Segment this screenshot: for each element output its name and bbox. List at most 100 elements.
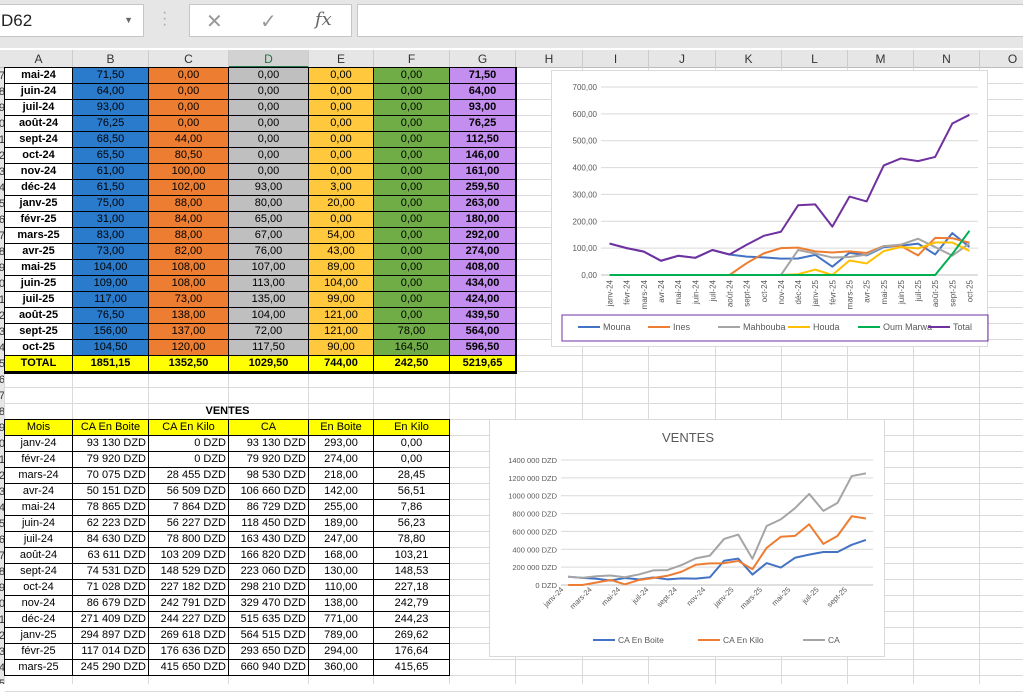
column-header-f[interactable]: F [374,50,450,68]
value-cell[interactable]: 564 515 DZD [228,627,309,644]
value-cell[interactable]: 294 897 DZD [72,627,149,644]
month-cell[interactable]: févr-25 [4,211,73,228]
value-cell[interactable]: 148,53 [373,563,450,580]
row-header[interactable]: 12 [0,150,5,162]
value-cell[interactable]: 218,00 [308,467,374,484]
row-header[interactable]: 23 [0,326,5,338]
value-cell[interactable]: 0,00 [373,179,450,196]
month-cell[interactable]: juil-24 [4,99,73,116]
month-cell[interactable]: mai-25 [4,259,73,276]
value-cell[interactable]: 0,00 [373,291,450,308]
month-cell[interactable]: sept-24 [4,131,73,148]
value-cell[interactable]: 7 864 DZD [148,499,229,516]
value-cell[interactable]: 61,50 [72,179,149,196]
enter-icon[interactable]: ✓ [260,11,277,33]
row-header[interactable]: 28 [0,406,5,418]
value-cell[interactable]: 138,00 [308,595,374,612]
value-cell[interactable]: 65,50 [72,147,149,164]
row-header[interactable]: 32 [0,470,5,482]
value-cell[interactable]: 0,00 [308,131,374,148]
column-header-d[interactable]: D [229,50,309,68]
value-cell[interactable]: 244 227 DZD [148,611,229,628]
row-header[interactable]: 21 [0,294,5,306]
value-cell[interactable]: 360,00 [308,659,374,676]
value-cell[interactable]: 255,00 [308,499,374,516]
value-cell[interactable]: 98 530 DZD [228,467,309,484]
month-cell[interactable]: août-25 [4,307,73,324]
value-cell[interactable]: 71,50 [72,67,149,84]
value-cell[interactable]: 0,00 [148,83,229,100]
value-cell[interactable]: 0,00 [373,163,450,180]
value-cell[interactable]: 415 650 DZD [148,659,229,676]
row-header[interactable]: 39 [0,582,5,594]
value-cell[interactable]: 223 060 DZD [228,563,309,580]
value-cell[interactable]: 0 DZD [148,451,229,468]
value-cell[interactable]: 56,23 [373,515,450,532]
value-cell[interactable]: 43,00 [308,243,374,260]
month-cell[interactable]: janv-25 [4,627,73,644]
value-cell[interactable]: 564,00 [449,323,516,340]
value-cell[interactable]: 771,00 [308,611,374,628]
value-cell[interactable]: 75,00 [72,195,149,212]
value-cell[interactable]: 242 791 DZD [148,595,229,612]
value-cell[interactable]: 0,00 [308,211,374,228]
value-cell[interactable]: 56 227 DZD [148,515,229,532]
month-cell[interactable]: mai-24 [4,67,73,84]
total-cell[interactable]: 1352,50 [148,355,229,372]
total-cell[interactable]: 5219,65 [449,355,516,372]
value-cell[interactable]: 130,00 [308,563,374,580]
month-cell[interactable]: juil-24 [4,531,73,548]
row-header[interactable]: 40 [0,598,5,610]
month-cell[interactable]: avr-25 [4,243,73,260]
value-cell[interactable]: 121,00 [308,323,374,340]
value-cell[interactable]: 61,00 [72,163,149,180]
value-cell[interactable]: 0 DZD [148,435,229,452]
row-header[interactable]: 10 [0,118,5,130]
row-header[interactable]: 11 [0,134,5,146]
column-header-e[interactable]: E [309,50,374,68]
value-cell[interactable]: 408,00 [449,259,516,276]
value-cell[interactable]: 67,00 [228,227,309,244]
column-header-i[interactable]: I [583,50,649,68]
value-cell[interactable]: 3,00 [308,179,374,196]
total-cell[interactable]: 744,00 [308,355,374,372]
value-cell[interactable]: 298 210 DZD [228,579,309,596]
value-cell[interactable]: 117,50 [228,339,309,356]
value-cell[interactable]: 28,45 [373,467,450,484]
month-cell[interactable]: déc-24 [4,179,73,196]
value-cell[interactable]: 117 014 DZD [72,643,149,660]
value-cell[interactable]: 84,00 [148,211,229,228]
value-cell[interactable]: 137,00 [148,323,229,340]
month-cell[interactable]: oct-24 [4,147,73,164]
month-cell[interactable]: sept-25 [4,323,73,340]
value-cell[interactable]: 28 455 DZD [148,467,229,484]
month-cell[interactable]: juin-24 [4,515,73,532]
value-cell[interactable]: 0,00 [148,115,229,132]
value-cell[interactable]: 112,50 [449,131,516,148]
value-cell[interactable]: 104,00 [72,259,149,276]
column-header-a[interactable]: A [5,50,73,68]
value-cell[interactable]: 146,00 [449,147,516,164]
month-cell[interactable]: juin-25 [4,275,73,292]
row-header[interactable]: 38 [0,566,5,578]
row-header[interactable]: 9 [0,102,5,114]
value-cell[interactable]: 103,21 [373,547,450,564]
value-cell[interactable]: 0,00 [148,67,229,84]
month-cell[interactable]: janv-25 [4,195,73,212]
month-cell[interactable]: août-24 [4,115,73,132]
month-cell[interactable]: oct-24 [4,579,73,596]
value-cell[interactable]: 89,00 [308,259,374,276]
value-cell[interactable]: 294,00 [308,643,374,660]
value-cell[interactable]: 103 209 DZD [148,547,229,564]
value-cell[interactable]: 0,00 [373,147,450,164]
total-cell[interactable]: 1029,50 [228,355,309,372]
row-header[interactable]: 35 [0,518,5,530]
value-cell[interactable]: 142,00 [308,483,374,500]
value-cell[interactable]: 113,00 [228,275,309,292]
value-cell[interactable]: 245 290 DZD [72,659,149,676]
value-cell[interactable]: 168,00 [308,547,374,564]
month-cell[interactable]: août-24 [4,547,73,564]
drag-handle-icon[interactable]: · · · [162,4,168,33]
value-cell[interactable]: 0,00 [308,115,374,132]
value-cell[interactable]: 274,00 [308,451,374,468]
